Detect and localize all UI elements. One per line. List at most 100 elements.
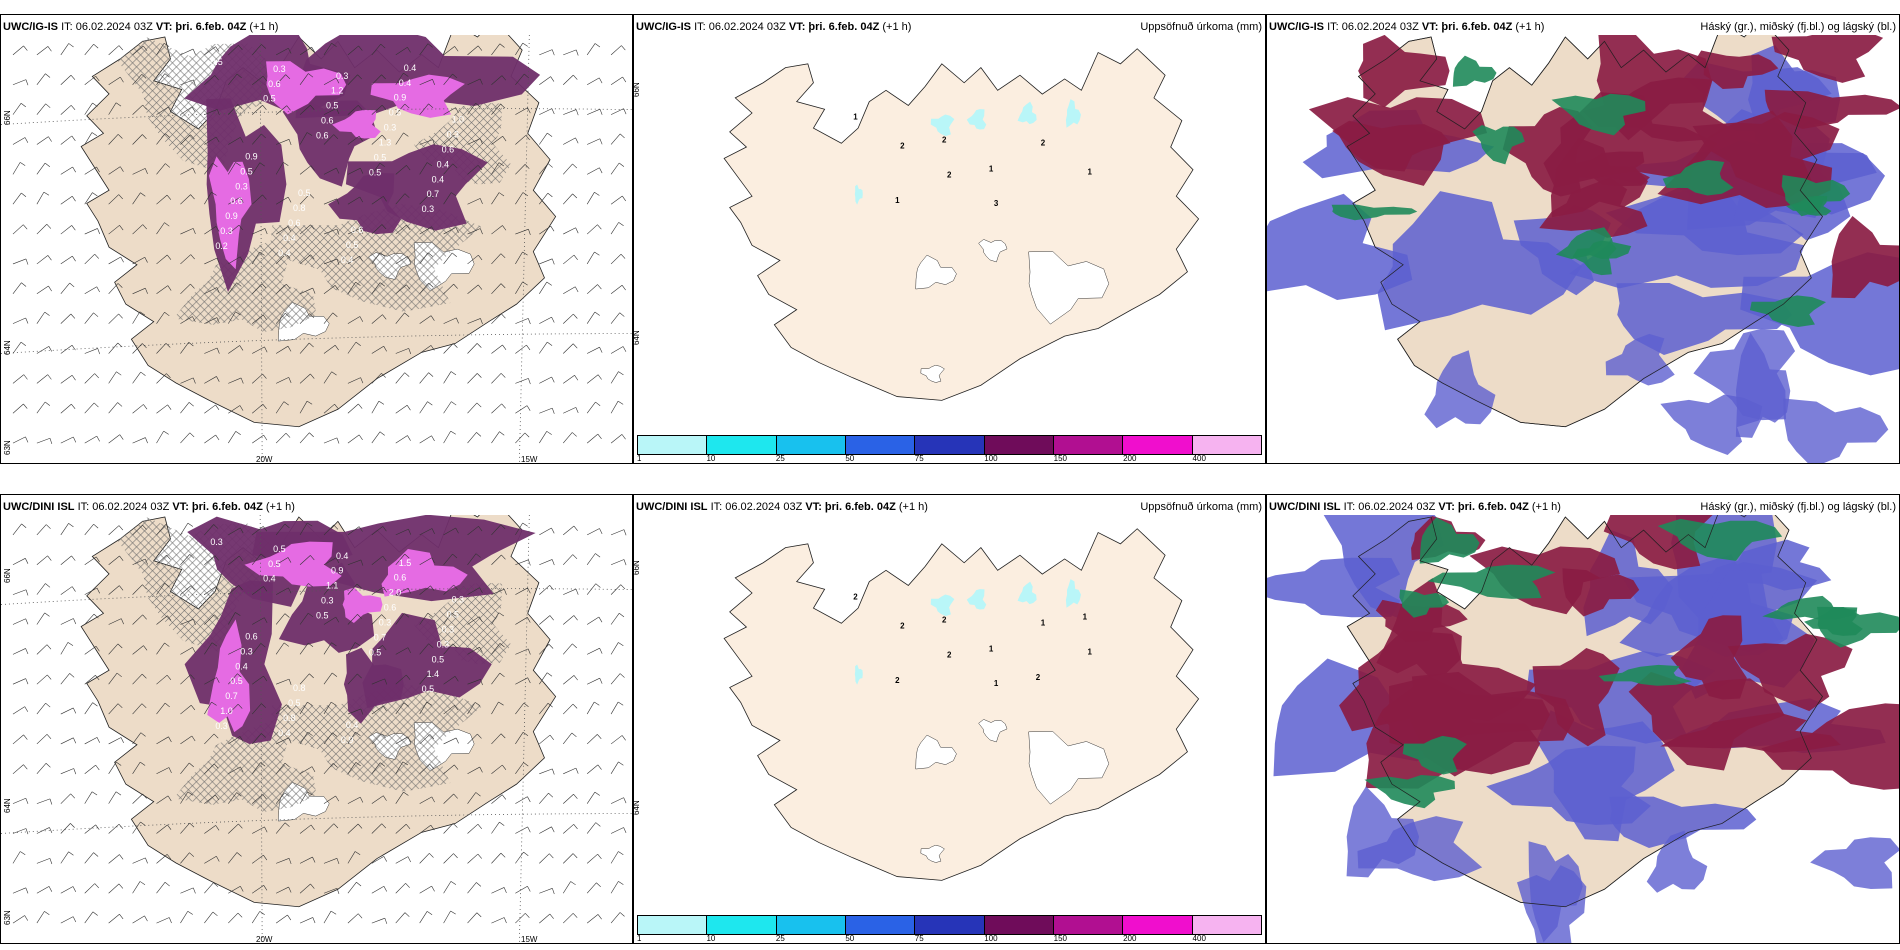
wind-barb: [84, 373, 95, 384]
wind-barb: [180, 735, 193, 745]
wind-barb: [12, 374, 25, 384]
wind-barb-flag: [48, 886, 53, 892]
wind-barb-flag: [618, 642, 624, 646]
precip-value: 0.6: [442, 144, 454, 154]
wind-barb: [443, 163, 454, 175]
wind-barb: [108, 761, 117, 774]
wind-barb-flag: [499, 672, 505, 678]
wind-barb-flag: [336, 228, 340, 235]
wind-barb-flag: [261, 133, 266, 139]
wind-barb: [347, 732, 356, 745]
wind-barb: [252, 794, 263, 804]
wind-barb: [563, 375, 575, 384]
wind-barb: [252, 675, 264, 685]
colorbar-segment: [707, 436, 777, 454]
wind-barb-flag: [431, 435, 435, 442]
low-cloud: [1364, 774, 1456, 809]
mid-cloud: [1424, 350, 1496, 429]
wind-barb: [347, 45, 359, 56]
high-cloud: [1831, 216, 1899, 299]
wind-barb-flag: [120, 166, 124, 172]
wind-barb-flag: [622, 346, 627, 352]
wind-barb-flag: [25, 436, 29, 443]
wind-barb: [180, 402, 190, 414]
wind-barb-flag: [551, 408, 555, 414]
lat-label: 66N: [3, 110, 12, 125]
precip-value: 0.6: [384, 603, 396, 613]
wind-barb: [539, 644, 550, 655]
wind-barb-flag: [92, 192, 98, 197]
wind-barb-flag: [283, 162, 289, 166]
precip-value: 0.4: [399, 78, 411, 88]
precip-area: [1065, 99, 1081, 128]
wind-barb: [515, 851, 524, 864]
precip-wind-map[interactable]: 0.3 0.4 0.5 0.5 0.5 0.3 0.5 0.3 0.7 1.4 1.0 0.5 1.1 0…: [1, 515, 632, 943]
wind-barb-flag: [428, 372, 434, 377]
wind-barb-flag: [476, 912, 482, 918]
wind-barb: [539, 132, 548, 145]
wind-barb-flag: [430, 315, 435, 321]
wind-barb: [60, 793, 71, 804]
wind-barb: [539, 49, 553, 56]
wind-barb-flag: [120, 737, 124, 744]
wind-barb: [539, 853, 550, 864]
wind-barb-flag: [379, 282, 386, 287]
wind-barb-flag: [379, 252, 385, 257]
wind-barb-flag: [355, 281, 361, 286]
cloud-cover-map[interactable]: [1267, 35, 1899, 463]
wind-barb: [299, 766, 313, 775]
wind-barb: [60, 618, 74, 625]
colorbar-tick: 200: [1123, 454, 1137, 463]
low-cloud: [1786, 195, 1832, 216]
wind-barb-flag: [358, 136, 363, 142]
wind-barb-flag: [263, 885, 268, 891]
colorbar-ticks: 1 10 25 50 75 100 150 200 400: [637, 934, 1262, 943]
precip-wind-map[interactable]: 0.5 0.5 0.6 0.5 0.3 0.2 0.6 0.6 0.5 0.7 0.3 0.3 0.5 1…: [1, 35, 632, 463]
precip-value: 2: [900, 621, 905, 630]
wind-barb: [36, 401, 46, 414]
wind-barb: [228, 162, 236, 175]
wind-barb: [586, 701, 595, 715]
wind-barb: [347, 105, 359, 115]
high-cloud: [1660, 712, 1841, 753]
wind-barb: [419, 372, 429, 384]
wind-barb-flag: [597, 734, 602, 740]
wind-barb: [84, 911, 94, 924]
wind-barb: [228, 137, 241, 145]
wind-barb: [275, 345, 289, 354]
wind-barb: [252, 104, 263, 115]
wind-barb: [156, 163, 166, 175]
wind-barb-flag: [550, 225, 555, 232]
wind-barb: [228, 912, 239, 924]
wind-barb: [323, 616, 336, 625]
wind-barb: [586, 311, 596, 324]
wind-barb-flag: [240, 766, 244, 773]
wind-barb-flag: [69, 282, 75, 288]
lat-label: 66N: [633, 82, 641, 97]
cloud-cover-map[interactable]: [1267, 515, 1899, 943]
wind-barb-flag: [525, 913, 530, 918]
wind-barb-flag: [312, 917, 316, 924]
wind-barb-flag: [116, 371, 122, 376]
wind-barb-flag: [164, 222, 170, 227]
wind-barb-flag: [452, 73, 458, 79]
wind-barb: [299, 673, 310, 685]
wind-barb: [347, 583, 358, 595]
wind-barb: [323, 701, 332, 715]
wind-barb: [275, 226, 289, 235]
wind-barb-flag: [620, 584, 626, 590]
precip-value: 0.4: [263, 574, 275, 584]
wind-barb-flag: [192, 48, 196, 55]
wind-barb: [12, 341, 22, 354]
wind-barb: [347, 135, 360, 145]
wind-barb: [132, 524, 143, 536]
wind-barb-flag: [71, 403, 76, 409]
wind-barb-flag: [142, 104, 147, 110]
wind-barb-flag: [379, 162, 385, 167]
wind-barb-flag: [331, 42, 337, 47]
wind-barb-flag: [239, 345, 244, 351]
wind-barb-flag: [597, 764, 602, 770]
wind-barb: [12, 192, 22, 205]
